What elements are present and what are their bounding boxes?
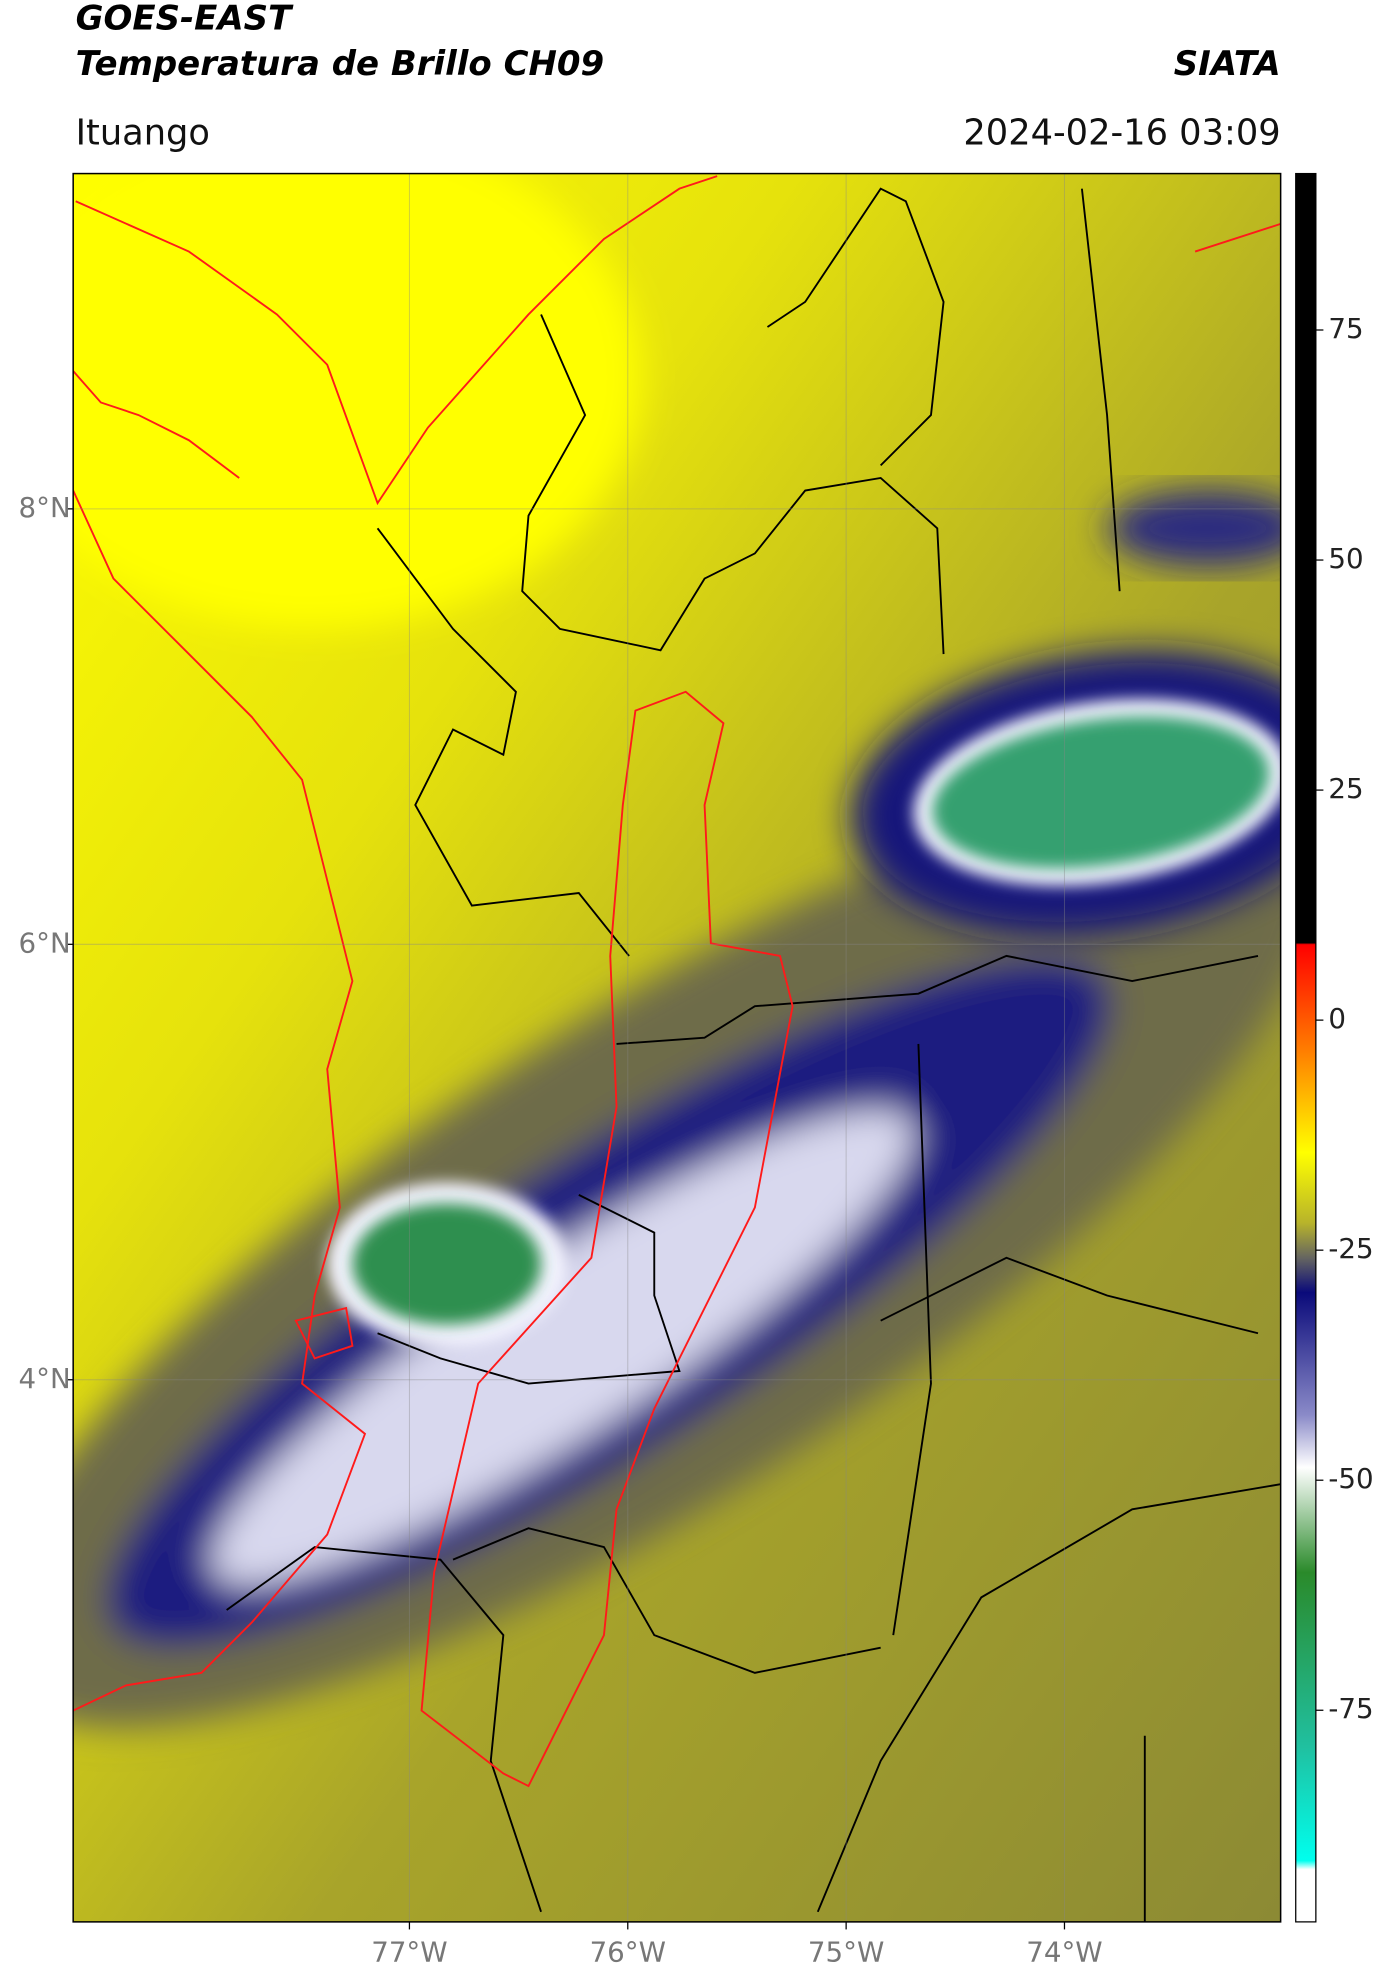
x-tick-label: 74°W [1026,1935,1102,1968]
colorbar-tick-label: -50 [1328,1462,1373,1495]
colorbar-tick-label: -75 [1328,1692,1373,1725]
y-tick-label: 4°N [19,1362,71,1395]
datetime: 2024-02-16 03:09 [963,113,1280,154]
map-image [73,173,1281,1922]
colorbar [1295,172,1317,1923]
colorbar-tick-label: -25 [1328,1232,1373,1265]
region: Ituango [76,113,210,154]
grid [73,173,1281,1922]
colorbar-tick-label: 25 [1328,772,1363,805]
colorbar-tick-label: 50 [1328,542,1363,575]
source: SIATA [1174,44,1281,84]
title: GOES-EAST [76,0,294,39]
x-tick-label: 75°W [808,1935,884,1968]
colorbar-tick-label: 0 [1328,1002,1346,1035]
subtitle: Temperatura de Brillo CH09 [76,44,604,84]
x-tick-label: 77°W [371,1935,447,1968]
y-tick-label: 6°N [19,926,71,959]
y-tick-label: 8°N [19,491,71,524]
map-frame [72,172,1282,1923]
colorbar-tick-label: 75 [1328,312,1363,345]
x-tick-label: 76°W [590,1935,666,1968]
